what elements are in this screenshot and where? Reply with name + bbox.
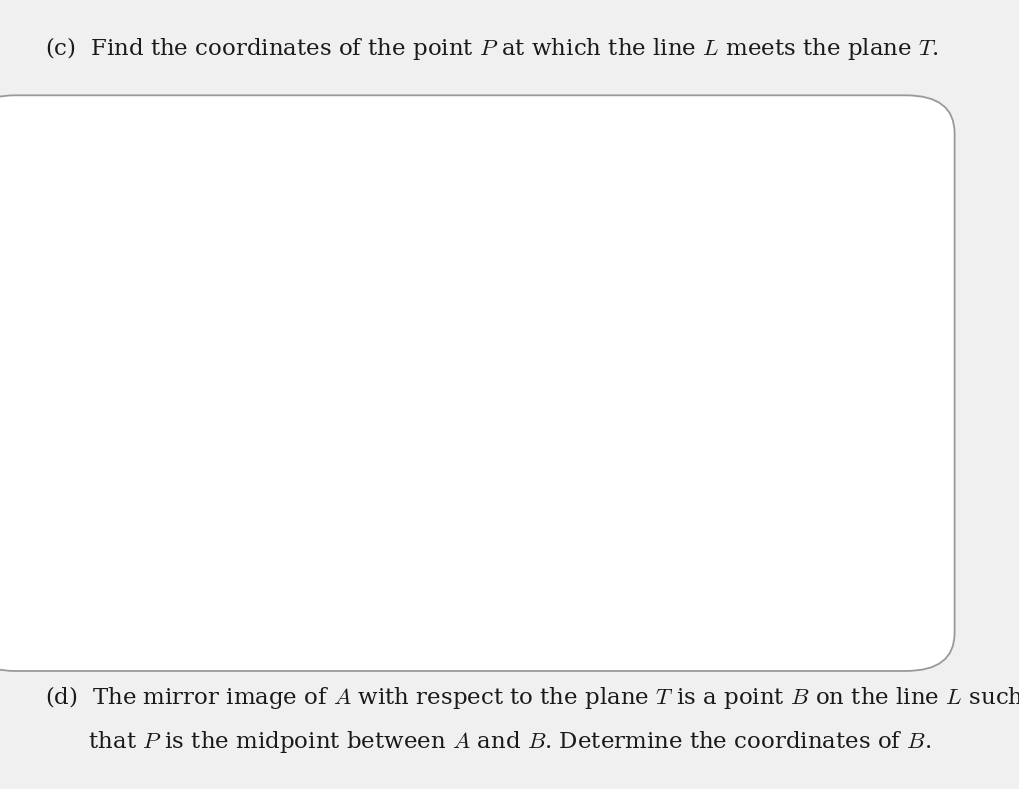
Text: that $P$ is the midpoint between $A$ and $B$. Determine the coordinates of $B$.: that $P$ is the midpoint between $A$ and… bbox=[45, 729, 931, 755]
Text: (c)  Find the coordinates of the point $P$ at which the line $L$ meets the plane: (c) Find the coordinates of the point $P… bbox=[45, 35, 938, 62]
FancyBboxPatch shape bbox=[0, 95, 955, 671]
Text: (d)  The mirror image of $A$ with respect to the plane $T$ is a point $B$ on the: (d) The mirror image of $A$ with respect… bbox=[45, 684, 1019, 711]
